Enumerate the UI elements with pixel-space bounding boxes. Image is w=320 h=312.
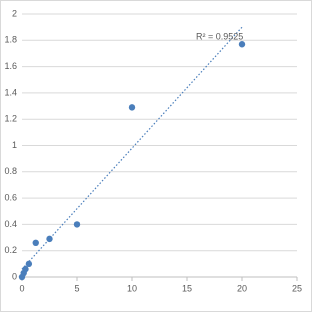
- y-tick-label: 1.8: [4, 35, 17, 45]
- data-point: [73, 221, 81, 228]
- y-tick-label: 0.6: [4, 192, 17, 202]
- data-point: [46, 235, 53, 243]
- y-tick-label: 1.2: [4, 114, 17, 124]
- y-tick-label: 1: [12, 140, 17, 150]
- data-point: [238, 41, 246, 48]
- data-point: [128, 104, 136, 111]
- y-tick-label: 1.6: [4, 61, 17, 71]
- x-tick-label: 0: [19, 283, 24, 293]
- trendline-label: R² = 0.9525: [196, 31, 243, 41]
- y-tick-label: 0.2: [4, 245, 17, 255]
- x-tick-label: 25: [292, 283, 302, 293]
- y-tick-label: 0.8: [4, 166, 17, 176]
- chart-border: [0, 0, 312, 312]
- x-tick-label: 10: [127, 283, 137, 293]
- y-tick-label: 0.4: [4, 219, 17, 229]
- chart: 00.20.40.60.811.21.41.61.820 5 10 15 20 25R² …: [0, 0, 312, 312]
- data-point: [25, 260, 33, 268]
- y-tick-label: 2: [12, 8, 17, 18]
- data-point: [22, 265, 29, 273]
- data-point: [32, 239, 39, 247]
- y-tick-label: 0: [12, 271, 17, 281]
- x-tick-label: 15: [182, 283, 192, 293]
- x-tick-label: 20: [237, 283, 247, 293]
- x-tick-label: 5: [74, 283, 79, 293]
- y-tick-label: 1.4: [4, 87, 17, 97]
